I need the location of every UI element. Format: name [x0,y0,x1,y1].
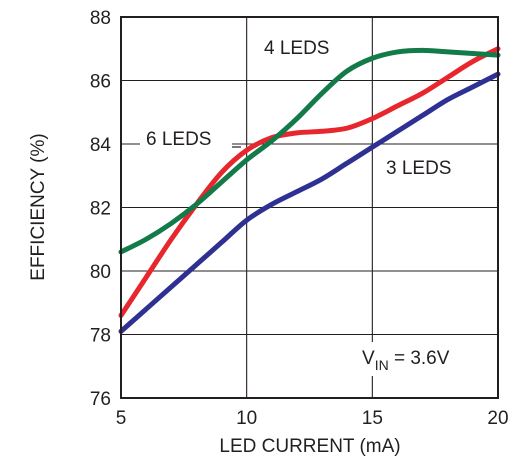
x-axis-label: LED CURRENT (mA) [219,436,400,457]
label-6-leds-bg [140,122,232,152]
x-tick-label-0: 5 [116,408,127,429]
x-tick-label-2: 15 [362,408,383,429]
vin-annotation-sub: IN [375,357,389,373]
series-line-3-leds [118,71,501,334]
y-tick-label-1: 78 [90,326,111,347]
vin-annotation: VIN = 3.6V [362,348,450,373]
vin-annotation-main: V [362,348,375,369]
label-3-leds-bg [382,152,476,182]
series-line-6-leds [118,46,501,318]
grid [120,16,499,399]
plot-frame [120,16,499,399]
series-lines [118,46,501,334]
y-tick-label-2: 80 [90,262,111,283]
vin-annotation-bg [358,342,480,376]
y-axis-label: EFFICIENCY (%) [28,133,49,280]
y-tick-label-4: 84 [90,135,112,156]
x-tick-label-3: 20 [487,408,508,429]
x-tick-label-1: 10 [236,408,257,429]
tick-labels: 5 10 15 20 76 78 80 82 84 86 88 [90,8,509,429]
y-tick-label-3: 82 [90,199,111,220]
label-3-leds: 3 LEDS [386,158,451,179]
label-6-leds: 6 LEDS [146,129,211,150]
vin-annotation-rest: = 3.6V [389,348,450,369]
label-4-leds-bg [255,32,355,62]
label-4-leds: 4 LEDS [264,38,329,59]
series-line-4-leds [118,47,501,255]
y-tick-label-6: 88 [90,8,111,29]
y-tick-label-5: 86 [90,72,111,93]
y-tick-label-0: 76 [90,389,111,410]
